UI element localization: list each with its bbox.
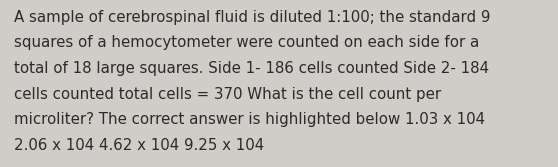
Text: 2.06 x 104 4.62 x 104 9.25 x 104: 2.06 x 104 4.62 x 104 9.25 x 104 [14,137,264,152]
Text: total of 18 large squares. Side 1- 186 cells counted Side 2- 184: total of 18 large squares. Side 1- 186 c… [14,61,489,76]
Text: squares of a hemocytometer were counted on each side for a: squares of a hemocytometer were counted … [14,36,479,50]
Text: A sample of cerebrospinal fluid is diluted 1:100; the standard 9: A sample of cerebrospinal fluid is dilut… [14,10,490,25]
Text: cells counted total cells = 370 What is the cell count per: cells counted total cells = 370 What is … [14,87,441,102]
Text: microliter? The correct answer is highlighted below 1.03 x 104: microliter? The correct answer is highli… [14,112,485,127]
